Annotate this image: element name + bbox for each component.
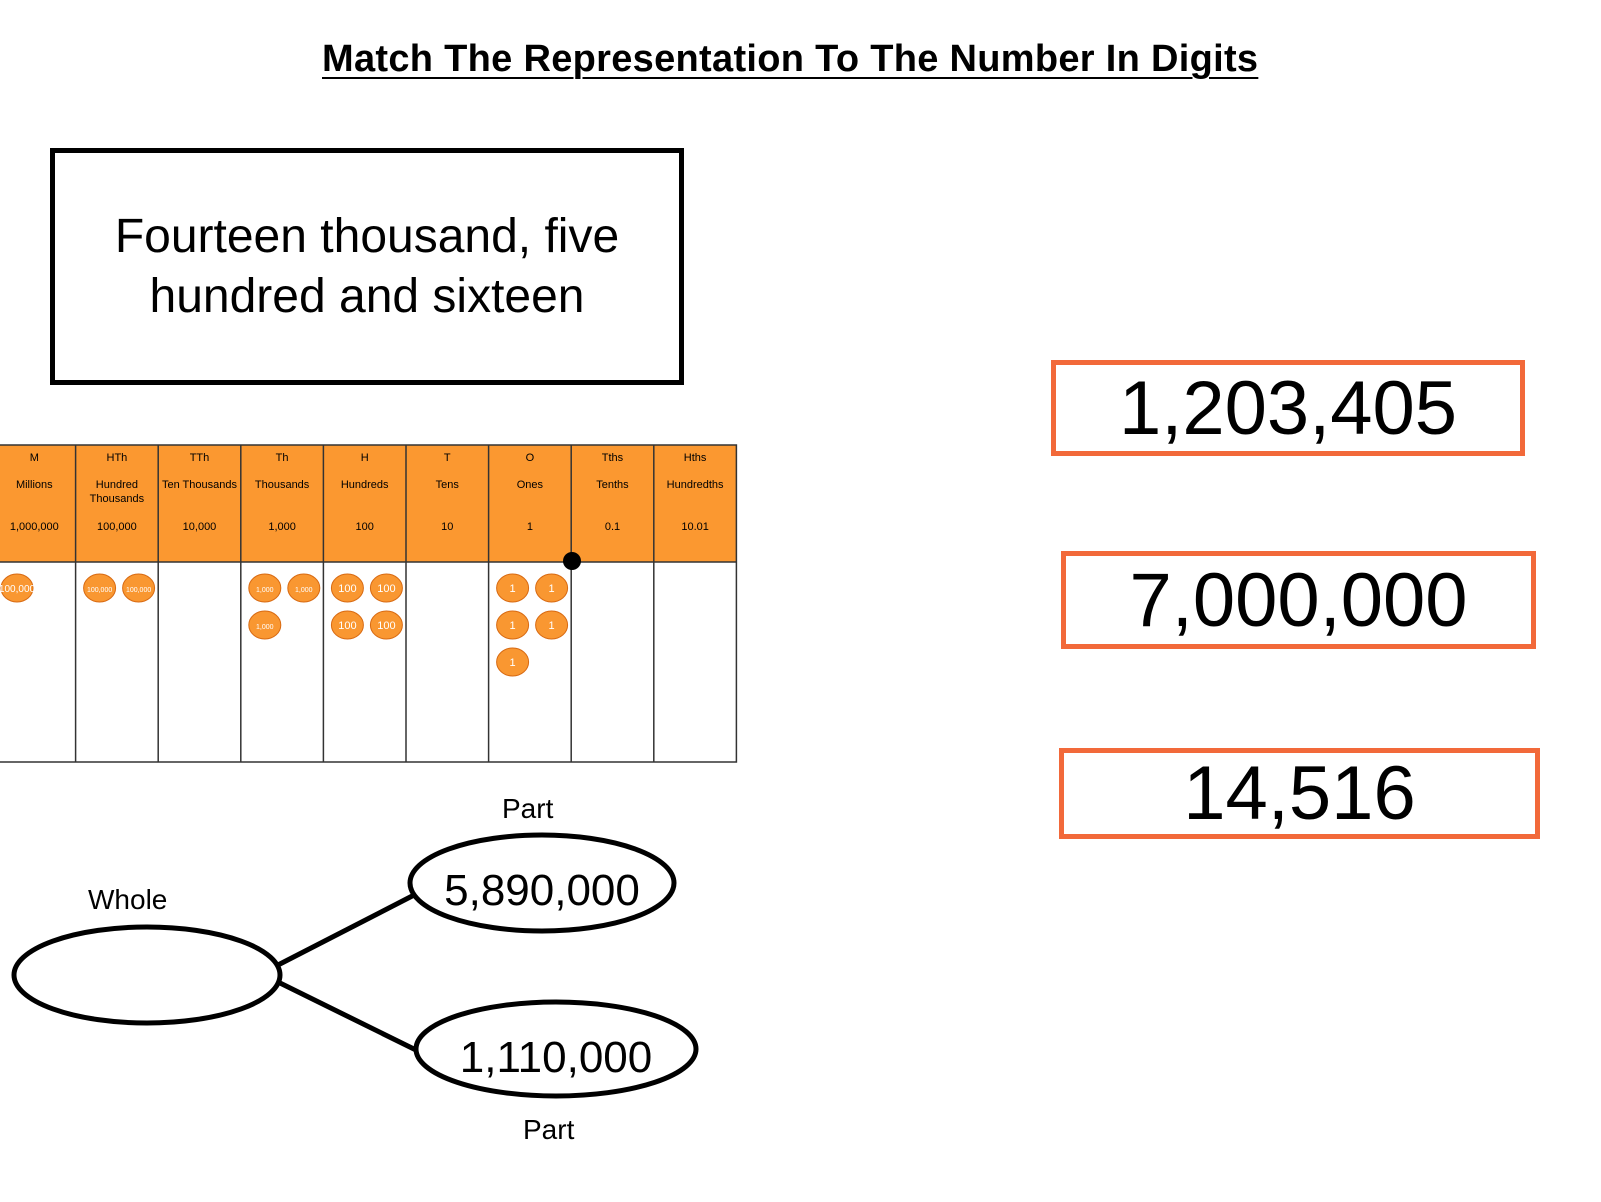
counter-disc [122, 573, 156, 603]
answer-card-2-value: 7,000,000 [1129, 557, 1468, 643]
place-value-grid: 100,000 100,000 100,000 1,000 1,000 1,000 100 1… [0, 444, 738, 763]
column-abbr: Tths [601, 452, 624, 464]
part-oval-bottom [413, 999, 699, 1099]
place-value-counter: 100,000 [83, 573, 117, 603]
chart-border [0, 444, 738, 763]
column-value: 100 [355, 521, 374, 533]
counter-label: 100 [338, 583, 356, 595]
place-value-counter: 100 [369, 573, 403, 603]
column-abbr: HTh [106, 452, 128, 464]
place-value-counter: 100,000 [0, 573, 36, 603]
place-value-counter: 1 [496, 610, 530, 640]
column-value: 1,000,000 [9, 521, 59, 533]
counter-label: 1,000 [295, 587, 313, 594]
counter-label: 1 [549, 620, 555, 632]
part-whole-connector-top [276, 890, 420, 968]
counter-label: 100,000 [0, 584, 36, 595]
column-name: Hundredths [666, 479, 724, 491]
column-name: Millions [15, 479, 53, 491]
column-value: 10 [441, 521, 454, 533]
counter-label: 100,000 [126, 587, 151, 594]
counter-disc [496, 647, 530, 677]
counter-disc [330, 610, 364, 640]
counter-label: 100 [338, 620, 356, 632]
page-title: Match The Representation To The Number I… [322, 38, 1259, 80]
counter-label: 100,000 [87, 587, 112, 594]
column-abbr: Th [275, 452, 289, 464]
whole-label: Whole [88, 884, 168, 915]
place-value-counter: 1,000 [248, 573, 282, 603]
column-value: 10.01 [681, 521, 709, 533]
number-in-words-text: Fourteen thousand, five hundred and sixt… [114, 209, 620, 323]
column-name: Ten Thousands [161, 479, 237, 491]
counter-label: 1,000 [256, 624, 274, 631]
whole-oval[interactable] [11, 924, 283, 1026]
place-value-counter: 1 [535, 573, 569, 603]
place-value-counter: 100,000 [122, 573, 156, 603]
place-value-counter: 100 [369, 610, 403, 640]
column-value: 1 [526, 521, 533, 533]
column-abbr: O [525, 452, 535, 464]
place-value-counter: 100 [330, 610, 364, 640]
counter-label: 1 [510, 620, 516, 632]
place-value-counter: 100 [330, 573, 364, 603]
column-abbr: H [360, 452, 369, 464]
counter-label: 1,000 [256, 587, 274, 594]
answer-card-3-value: 14,516 [1183, 751, 1416, 836]
column-name: Ones [516, 479, 544, 491]
counter-label: 1 [510, 583, 516, 595]
counter-disc [0, 573, 34, 603]
counter-disc [330, 573, 364, 603]
column-value: 0.1 [604, 521, 621, 533]
column-value: 10,000 [182, 521, 217, 533]
counter-disc [248, 610, 282, 640]
column-name: Hundreds [340, 479, 389, 491]
answer-card-1[interactable]: 1,203,405 [1051, 360, 1525, 456]
counter-label: 100 [377, 620, 395, 632]
part-top-value: 5,890,000 [444, 866, 640, 915]
part-label-top: Part [502, 793, 554, 824]
counter-disc [535, 610, 569, 640]
column-abbr: M [29, 452, 39, 464]
place-value-counter: 1,000 [248, 610, 282, 640]
number-in-words-card: Fourteen thousand, five hundred and sixt… [50, 148, 684, 385]
counter-disc [369, 610, 403, 640]
part-oval-top [407, 832, 677, 934]
part-whole-model [11, 832, 699, 1099]
place-value-counter: 1 [496, 573, 530, 603]
column-name: Tenths [596, 479, 629, 491]
counter-disc [535, 573, 569, 603]
column-value: 100,000 [97, 521, 137, 533]
counter-label: 1 [510, 657, 516, 669]
column-name: Thousands [254, 479, 310, 491]
header-band [0, 445, 737, 562]
counter-disc [496, 573, 530, 603]
place-value-counter: 1 [496, 647, 530, 677]
part-label-bottom: Part [523, 1114, 575, 1145]
part-bottom-value: 1,110,000 [459, 1033, 653, 1082]
column-abbr: Hths [683, 452, 707, 464]
counter-label: 100 [377, 583, 395, 595]
counter-label: 1 [549, 583, 555, 595]
answer-card-1-value: 1,203,405 [1118, 365, 1458, 451]
whole-answer-field[interactable] [40, 955, 255, 999]
column-name: Hundred Thousands [89, 479, 145, 505]
place-value-counter: 1,000 [287, 573, 321, 603]
place-value-counter: 1 [535, 610, 569, 640]
column-value: 1,000 [268, 521, 296, 533]
counter-disc [496, 610, 530, 640]
column-abbr: TTh [189, 452, 210, 464]
answer-card-2[interactable]: 7,000,000 [1061, 551, 1536, 649]
counter-disc [287, 573, 321, 603]
column-name: Tens [435, 479, 459, 491]
counter-disc [83, 573, 117, 603]
answer-card-3[interactable]: 14,516 [1059, 748, 1540, 839]
part-whole-connector-bottom [278, 980, 422, 1055]
counter-disc [248, 573, 282, 603]
selection-handle-dot [563, 552, 581, 570]
column-abbr: T [443, 452, 451, 464]
counter-disc [369, 573, 403, 603]
